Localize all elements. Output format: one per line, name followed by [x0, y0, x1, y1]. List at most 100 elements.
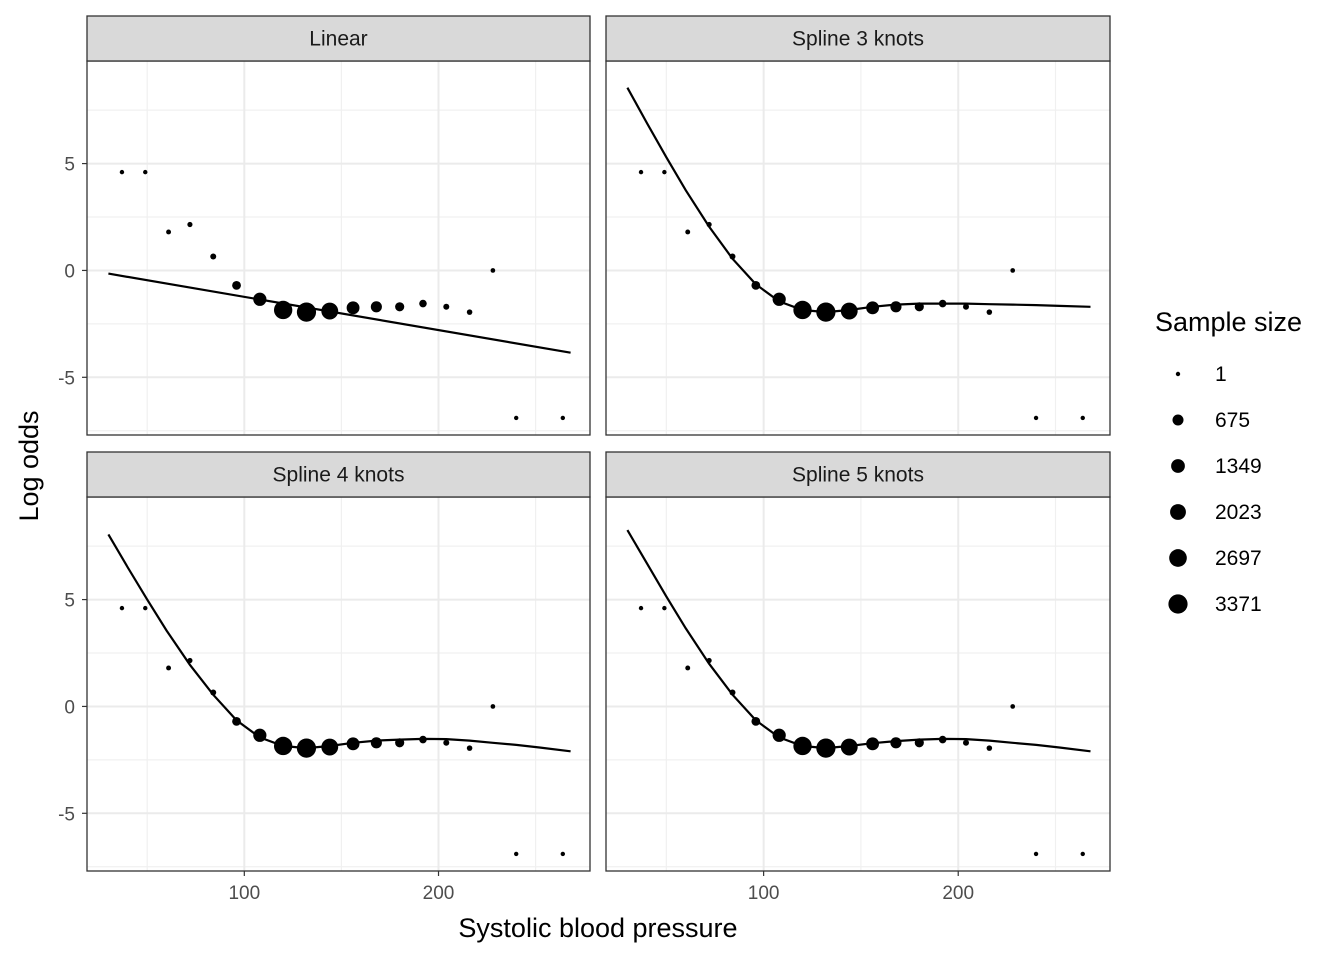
- data-point: [296, 302, 317, 322]
- data-point: [514, 851, 519, 857]
- panels-layer: Linear -5 0 5 Spline 3 knots Spline 4 knots -5…: [58, 15, 1111, 904]
- strip-background: [86, 15, 591, 62]
- data-point: [729, 689, 736, 696]
- data-point: [890, 737, 902, 749]
- strip-background: [86, 451, 591, 498]
- y-tick-label: -5: [58, 804, 75, 825]
- data-point: [662, 605, 667, 611]
- data-point: [395, 738, 405, 748]
- data-point: [1033, 851, 1039, 857]
- data-point: [166, 665, 172, 671]
- panel-background: [87, 497, 590, 871]
- panel-background: [87, 61, 590, 435]
- data-point: [321, 302, 339, 320]
- legend-label: 2697: [1215, 547, 1262, 570]
- data-point: [914, 738, 924, 748]
- strip-label: Spline 5 knots: [792, 464, 924, 487]
- data-point: [187, 221, 193, 228]
- data-point: [166, 229, 172, 235]
- data-point: [560, 851, 566, 857]
- data-point: [1080, 851, 1085, 857]
- legend-key: [1172, 414, 1184, 426]
- data-point: [119, 605, 125, 611]
- data-point: [143, 605, 148, 611]
- data-point: [793, 300, 812, 320]
- data-point: [346, 737, 360, 751]
- x-tick-label: 200: [942, 883, 974, 904]
- data-point: [729, 253, 736, 260]
- y-tick-label: 0: [64, 697, 75, 718]
- legend-label: 2023: [1215, 501, 1262, 524]
- data-point: [1010, 268, 1016, 273]
- data-point: [840, 302, 858, 320]
- legend-key: [1175, 371, 1181, 377]
- y-tick-label: -5: [58, 368, 75, 389]
- data-point: [370, 737, 382, 749]
- legend-label: 3371: [1215, 593, 1262, 616]
- data-point: [662, 169, 667, 175]
- legend-items: 1 675 1349 2023 2697 3371: [1168, 363, 1262, 616]
- legend-key: [1169, 549, 1187, 567]
- data-point: [986, 309, 993, 315]
- data-point: [938, 299, 947, 308]
- x-tick-label: 100: [228, 883, 260, 904]
- data-point: [419, 735, 427, 744]
- data-point: [419, 299, 427, 308]
- data-point: [346, 301, 360, 315]
- strip-label: Linear: [309, 28, 367, 51]
- x-tick-label: 100: [748, 883, 780, 904]
- strip-background: [605, 15, 1111, 62]
- data-point: [143, 169, 148, 175]
- data-point: [395, 302, 405, 312]
- data-point: [443, 739, 450, 746]
- data-point: [638, 169, 644, 175]
- data-point: [1033, 415, 1039, 421]
- data-point: [296, 738, 317, 758]
- data-point: [706, 657, 712, 664]
- data-point: [706, 221, 712, 228]
- panel: Spline 3 knots: [605, 15, 1111, 436]
- x-tick-label: 200: [423, 883, 455, 904]
- strip-label: Spline 3 knots: [792, 28, 924, 51]
- legend-title: Sample size: [1155, 307, 1302, 337]
- data-point: [772, 292, 786, 306]
- data-point: [840, 738, 858, 756]
- data-point: [938, 735, 947, 744]
- data-point: [914, 302, 924, 312]
- data-point: [321, 738, 339, 756]
- panel: Spline 5 knots 100 200: [605, 451, 1111, 904]
- x-axis-title: Systolic blood pressure: [458, 913, 737, 943]
- data-point: [638, 605, 644, 611]
- y-tick-label: 5: [64, 591, 75, 612]
- data-point: [490, 268, 496, 273]
- data-point: [685, 229, 691, 235]
- data-point: [253, 728, 267, 742]
- data-point: [466, 745, 473, 751]
- strip-background: [605, 451, 1111, 498]
- data-point: [986, 745, 993, 751]
- data-point: [751, 717, 761, 726]
- y-axis-title: Log odds: [14, 410, 44, 521]
- data-point: [772, 728, 786, 742]
- data-point: [751, 281, 761, 290]
- legend: Sample size 1 675 1349 2023 2697 3371: [1155, 307, 1302, 616]
- data-point: [890, 301, 902, 313]
- y-tick-label: 0: [64, 261, 75, 282]
- data-point: [866, 301, 880, 315]
- data-point: [490, 704, 496, 709]
- legend-key: [1168, 594, 1188, 614]
- panel: Spline 4 knots -5 0 5 100 200: [58, 451, 591, 904]
- data-point: [793, 736, 812, 756]
- data-point: [273, 736, 293, 756]
- data-point: [816, 302, 836, 322]
- data-point: [1080, 415, 1085, 421]
- panel-background: [606, 497, 1110, 871]
- data-point: [370, 301, 382, 313]
- legend-label: 1: [1215, 363, 1227, 386]
- data-point: [232, 281, 241, 290]
- legend-label: 675: [1215, 409, 1250, 432]
- data-point: [816, 738, 836, 758]
- data-point: [963, 739, 969, 746]
- data-point: [514, 415, 519, 421]
- y-tick-label: 5: [64, 155, 75, 176]
